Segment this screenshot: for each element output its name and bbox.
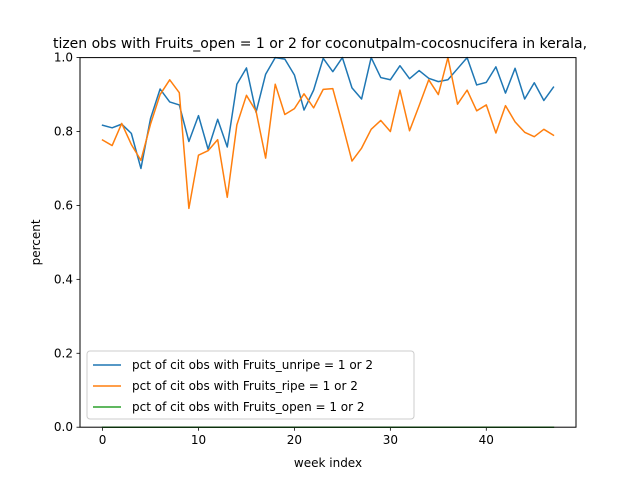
series-line-ripe: [101, 56, 555, 210]
series-line-unripe: [101, 56, 555, 170]
y-tick-label: 0.6: [54, 198, 73, 212]
chart-title: tizen obs with Fruits_open = 1 or 2 for …: [53, 36, 587, 52]
legend-label-ripe: pct of cit obs with Fruits_ripe = 1 or 2: [132, 379, 358, 393]
x-tick-label: 0: [99, 433, 107, 447]
x-tick-label: 40: [479, 433, 494, 447]
y-axis-label: percent: [29, 219, 43, 265]
y-tick-label: 0.4: [54, 272, 73, 286]
legend-label-unripe: pct of cit obs with Fruits_unripe = 1 or…: [132, 358, 373, 372]
legend: pct of cit obs with Fruits_unripe = 1 or…: [86, 350, 415, 420]
y-tick-label: 0.8: [54, 125, 73, 139]
plot-frame: [79, 57, 577, 428]
y-tick-label: 0.0: [54, 420, 73, 434]
x-tick-label: 10: [191, 433, 206, 447]
legend-label-open: pct of cit obs with Fruits_open = 1 or 2: [132, 400, 365, 414]
x-axis-label: week index: [294, 456, 362, 470]
x-tick-label: 20: [287, 433, 302, 447]
axis-ticks: 0 10 20 30 40 0.0 0.2 0.4 0.6 0.8 1.0: [54, 51, 494, 448]
y-tick-label: 0.2: [54, 346, 73, 360]
x-tick-label: 30: [383, 433, 398, 447]
y-tick-label: 1.0: [54, 51, 73, 65]
legend-frame: [86, 350, 415, 420]
